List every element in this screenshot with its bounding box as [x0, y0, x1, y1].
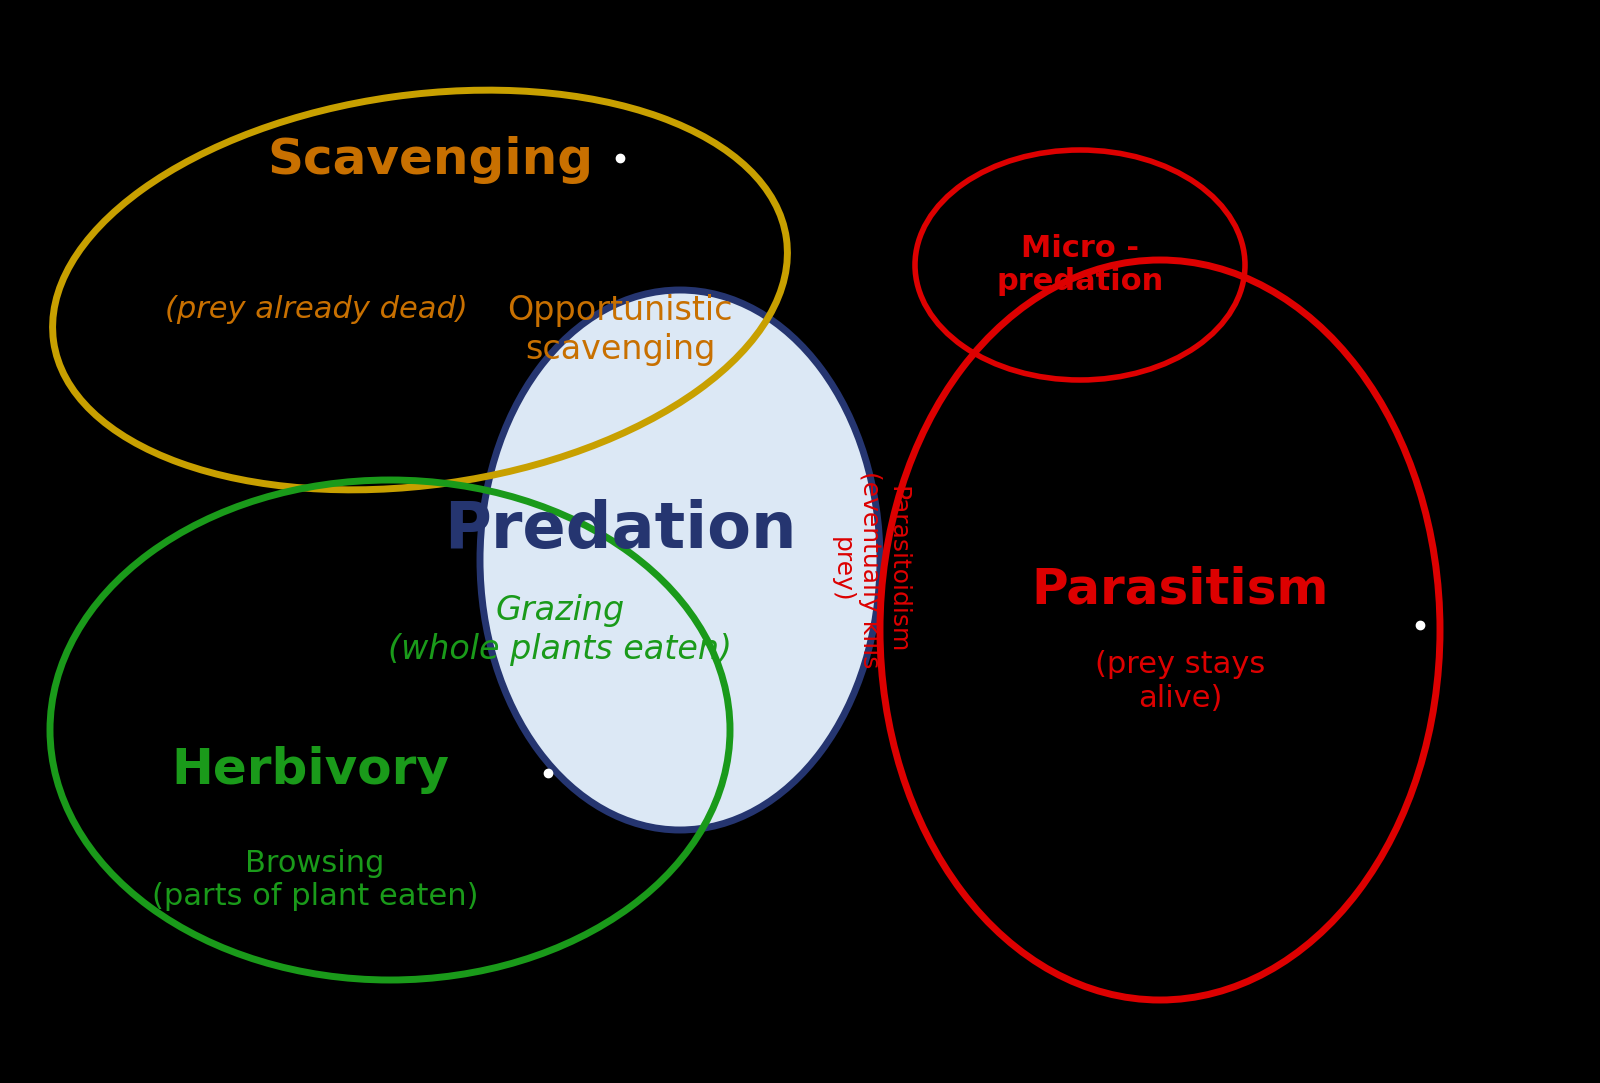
Text: Herbivory: Herbivory	[171, 746, 450, 794]
Ellipse shape	[480, 290, 880, 830]
Text: Parasitoidism
(eventually kills
prey): Parasitoidism (eventually kills prey)	[830, 471, 910, 668]
Text: (prey stays
alive): (prey stays alive)	[1094, 650, 1266, 713]
Text: (prey already dead): (prey already dead)	[165, 296, 467, 325]
Text: Predation: Predation	[443, 499, 797, 561]
Text: Scavenging: Scavenging	[267, 136, 594, 184]
Text: Parasitism: Parasitism	[1032, 566, 1328, 614]
Text: Micro -
predation: Micro - predation	[997, 234, 1163, 297]
Text: Browsing
(parts of plant eaten): Browsing (parts of plant eaten)	[152, 849, 478, 911]
Text: Opportunistic
scavenging: Opportunistic scavenging	[507, 295, 733, 366]
Text: Grazing
(whole plants eaten): Grazing (whole plants eaten)	[387, 595, 733, 666]
